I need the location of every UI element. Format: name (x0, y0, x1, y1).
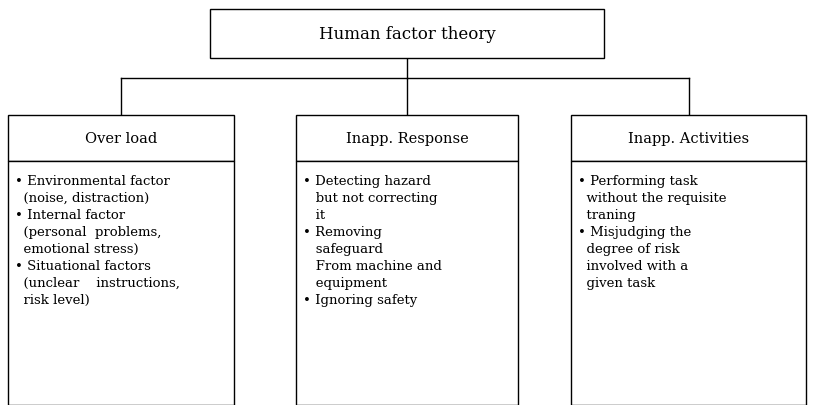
FancyBboxPatch shape (571, 162, 806, 405)
FancyBboxPatch shape (296, 115, 518, 162)
FancyBboxPatch shape (8, 162, 234, 405)
FancyBboxPatch shape (571, 115, 806, 162)
FancyBboxPatch shape (8, 115, 234, 162)
FancyBboxPatch shape (210, 10, 604, 59)
Text: • Detecting hazard
   but not correcting
   it
• Removing
   safeguard
   From m: • Detecting hazard but not correcting it… (303, 174, 442, 306)
FancyBboxPatch shape (296, 162, 518, 405)
Text: Over load: Over load (85, 132, 157, 146)
Text: • Performing task
  without the requisite
  traning
• Misjudging the
  degree of: • Performing task without the requisite … (578, 174, 726, 289)
Text: Human factor theory: Human factor theory (318, 26, 496, 43)
Text: Inapp. Activities: Inapp. Activities (628, 132, 749, 146)
Text: Inapp. Response: Inapp. Response (346, 132, 468, 146)
Text: • Environmental factor
  (noise, distraction)
• Internal factor
  (personal  pro: • Environmental factor (noise, distracti… (15, 174, 180, 306)
